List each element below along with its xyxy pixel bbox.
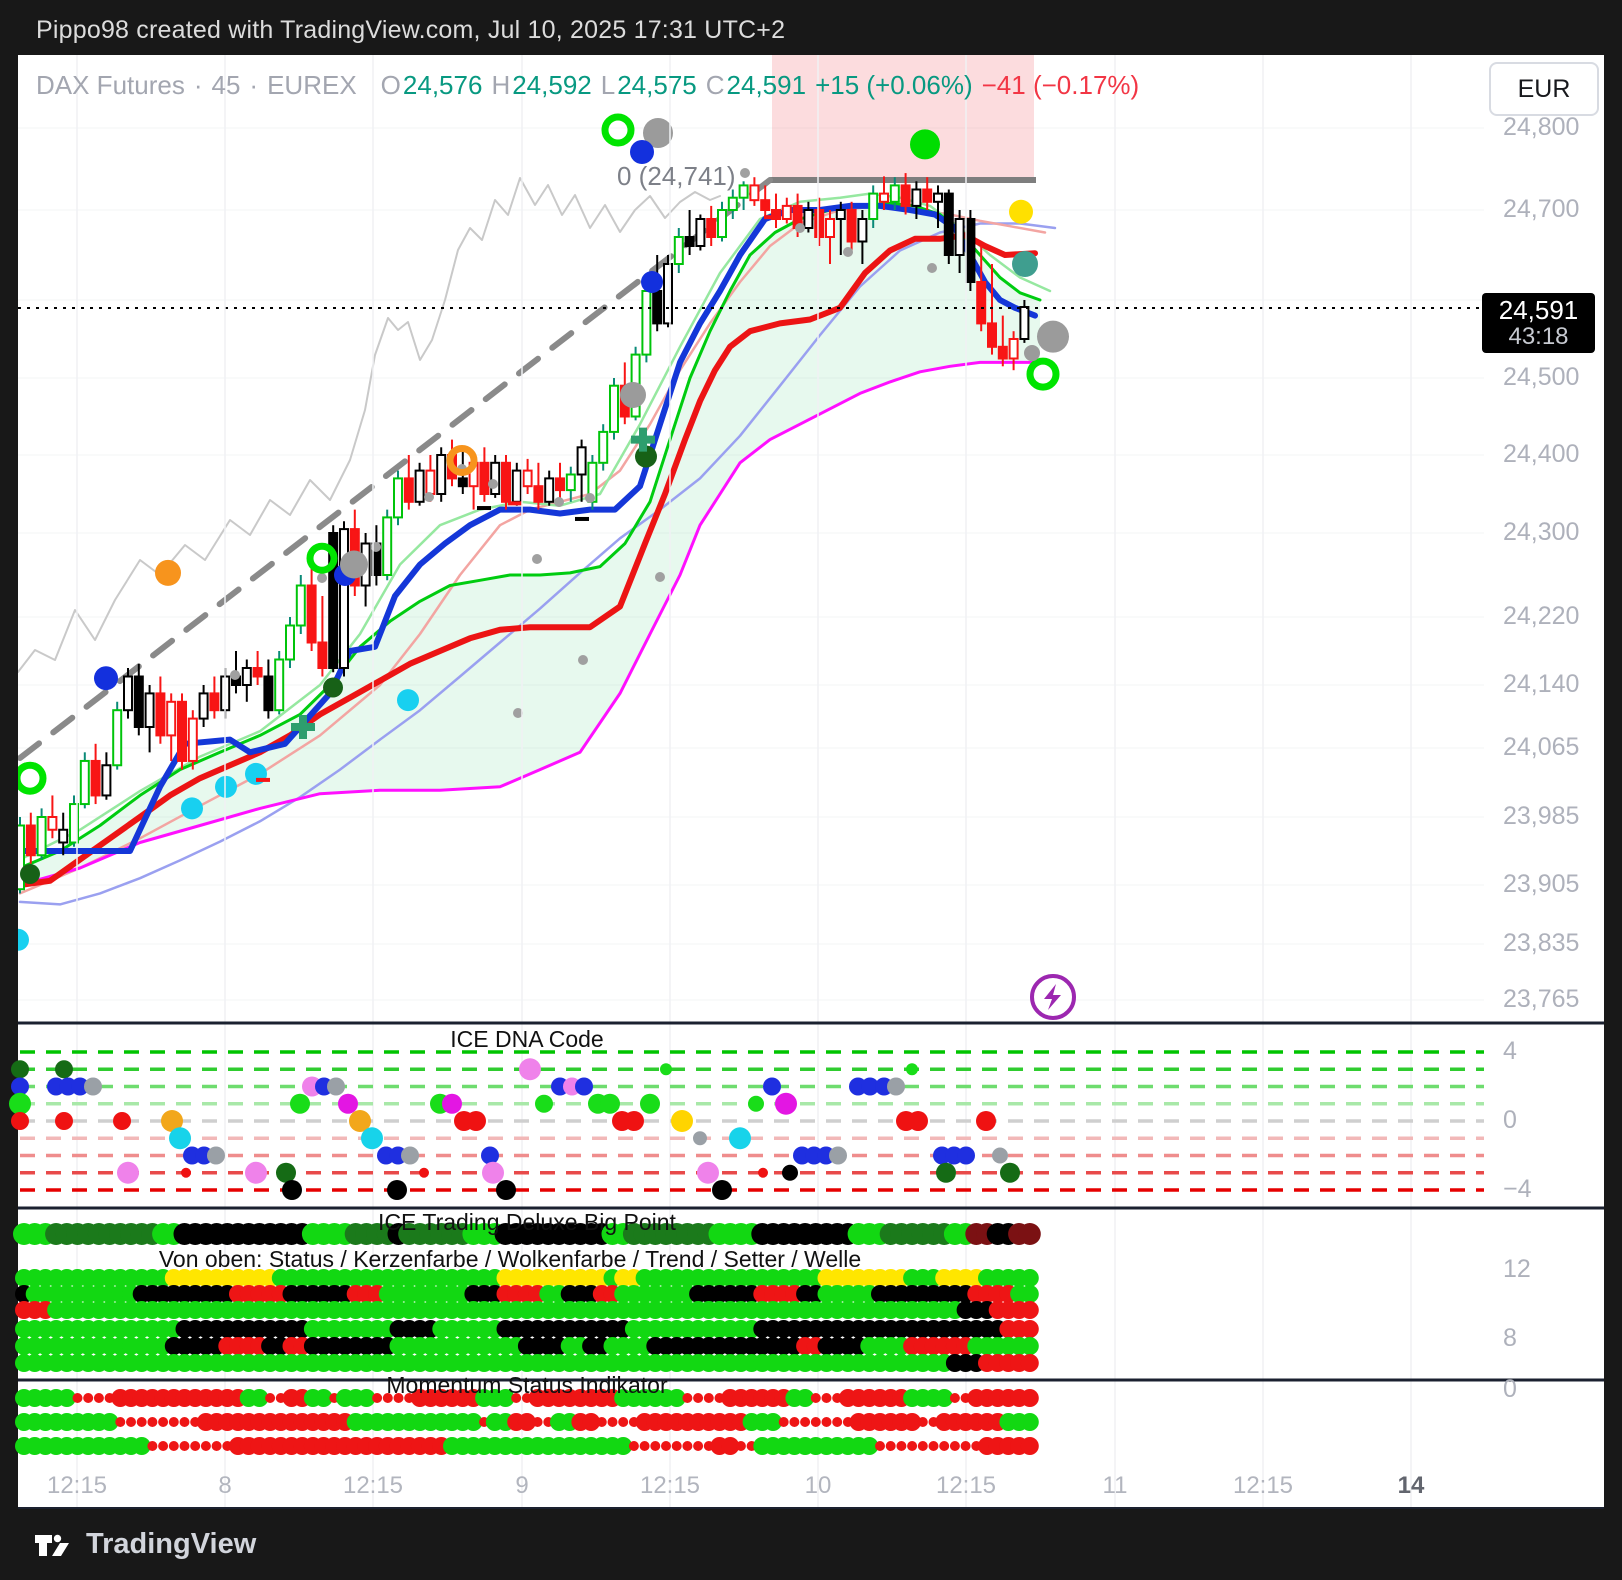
close-label: C	[705, 70, 725, 100]
time-axis-label: 12:15	[935, 1472, 997, 1499]
time-axis-label: 11	[1102, 1472, 1128, 1499]
low-label: L	[600, 70, 616, 100]
price-tick-label: 23,905	[1503, 870, 1580, 898]
price-tick-label: 24,220	[1503, 602, 1580, 630]
secondary-change-value: −41 (−0.17%)	[981, 70, 1140, 100]
zero-level-label[interactable]: 0 (24,741)	[617, 161, 736, 191]
time-axis-label: 9	[515, 1472, 529, 1499]
interval-label[interactable]: 45	[211, 70, 241, 100]
last-price-tag: 24,591 43:18	[1482, 293, 1595, 353]
legend-separator: ·	[193, 70, 203, 100]
pane-scale-label: 8	[1503, 1324, 1517, 1352]
time-axis-label: 12:15	[1232, 1472, 1294, 1499]
pane-scale-label: −4	[1503, 1175, 1532, 1203]
time-axis-label: 14	[1397, 1472, 1425, 1499]
chart-surface[interactable]	[18, 55, 1604, 1508]
time-axis-label: 12:15	[342, 1472, 404, 1499]
pane-subtitle-von-oben: Von oben: Status / Kerzenfarbe / Wolkenf…	[158, 1246, 862, 1272]
time-axis-label: 12:15	[46, 1472, 108, 1499]
pane-scale-label: 0	[1503, 1106, 1517, 1134]
symbol-legend[interactable]: DAX Futures · 45 · EUREX O 24,576 H 24,592…	[36, 70, 1139, 101]
pane-title-ice-trading-deluxe-big-point: ICE Trading Deluxe Big Point	[378, 1209, 676, 1235]
time-axis-label: 10	[804, 1472, 832, 1499]
symbol-name[interactable]: DAX Futures	[36, 70, 185, 100]
price-tick-label: 24,700	[1503, 195, 1580, 223]
price-tick-label: 24,140	[1503, 670, 1580, 698]
time-axis-label: 12:15	[639, 1472, 701, 1499]
price-tick-label: 24,800	[1503, 113, 1580, 141]
pane-scale-label: 4	[1503, 1037, 1517, 1065]
price-tick-label: 24,400	[1503, 440, 1580, 468]
price-tick-label: 24,500	[1503, 363, 1580, 391]
open-value: 24,576	[402, 70, 483, 100]
pane-scale-label: 0	[1503, 1375, 1517, 1403]
pane-title-ice-dna-code: ICE DNA Code	[450, 1026, 604, 1052]
price-tick-label: 24,065	[1503, 733, 1580, 761]
change-value: +15 (+0.06%)	[815, 70, 973, 100]
price-tick-label: 24,300	[1503, 518, 1580, 546]
legend-separator: ·	[249, 70, 259, 100]
open-label: O	[380, 70, 401, 100]
pane-scale-label: 12	[1503, 1255, 1531, 1283]
tradingview-logo-text: TradingView	[86, 1528, 257, 1560]
close-value: 24,591	[726, 70, 807, 100]
high-label: H	[491, 70, 511, 100]
price-tick-label: 23,765	[1503, 985, 1580, 1013]
currency-button[interactable]: EUR	[1489, 62, 1599, 116]
low-value: 24,575	[617, 70, 697, 100]
exchange-label: EUREX	[267, 70, 357, 100]
last-price-value: 24,591	[1498, 294, 1579, 325]
price-tick-label: 23,985	[1503, 802, 1580, 830]
time-axis-label: 8	[218, 1472, 232, 1499]
bar-countdown: 43:18	[1508, 323, 1569, 351]
tradingview-logo-icon	[35, 1534, 69, 1556]
high-value: 24,592	[512, 70, 592, 100]
attribution-bar: Pippo98 created with TradingView.com, Ju…	[36, 16, 786, 44]
tradingview-logo[interactable]: TradingView	[34, 1528, 256, 1561]
price-tick-label: 23,835	[1503, 929, 1580, 957]
pane-title-momentum-status-indikator: Momentum Status Indikator	[386, 1372, 668, 1398]
